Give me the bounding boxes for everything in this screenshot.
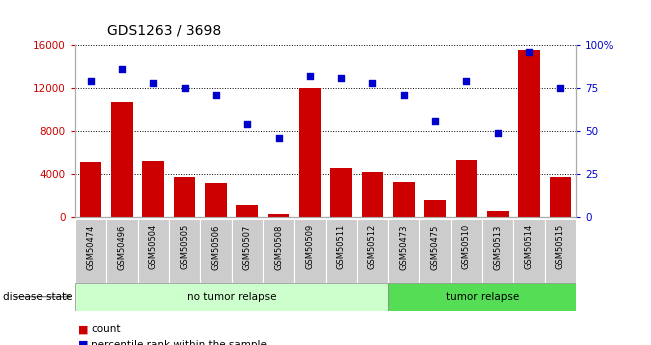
Bar [299,88,321,217]
Point [211,92,221,98]
Bar [487,211,509,217]
Bar [106,219,137,283]
Bar [456,160,477,217]
Bar [268,214,290,217]
Bar [357,219,388,283]
Text: GSM50473: GSM50473 [399,224,408,270]
Point [367,80,378,86]
Text: GSM50512: GSM50512 [368,224,377,269]
Bar [236,206,258,217]
Text: GSM50474: GSM50474 [86,224,95,269]
Bar [111,102,133,217]
Point [398,92,409,98]
Bar [450,219,482,283]
Point [117,66,127,72]
Text: disease state: disease state [3,292,73,302]
Text: tumor relapse: tumor relapse [445,292,519,302]
Text: no tumor relapse: no tumor relapse [187,292,276,302]
Text: GSM50515: GSM50515 [556,224,565,269]
Point [336,75,346,80]
Point [273,135,284,141]
Point [462,78,472,84]
Bar [205,183,227,217]
Text: GDS1263 / 3698: GDS1263 / 3698 [107,24,221,38]
Text: ■: ■ [78,340,89,345]
Bar [545,219,576,283]
Bar [514,219,545,283]
Bar [388,219,419,283]
Text: percentile rank within the sample: percentile rank within the sample [91,340,267,345]
Bar [393,182,415,217]
Point [555,85,566,91]
Point [524,49,534,55]
Text: GSM50510: GSM50510 [462,224,471,269]
Point [148,80,158,86]
Bar [326,219,357,283]
Point [179,85,189,91]
Bar [201,219,232,283]
Bar [232,219,263,283]
Bar [361,172,383,217]
Bar [142,161,164,217]
Text: GSM50514: GSM50514 [525,224,534,269]
Text: GSM50508: GSM50508 [274,224,283,269]
Bar [174,177,195,217]
Bar [169,219,201,283]
Bar [482,219,514,283]
Point [242,121,253,127]
Text: GSM50513: GSM50513 [493,224,503,269]
Text: GSM50475: GSM50475 [431,224,439,269]
Bar [518,50,540,217]
Text: GSM50496: GSM50496 [117,224,126,269]
Point [493,130,503,136]
Text: count: count [91,325,120,334]
Bar [419,219,450,283]
Bar [75,219,106,283]
Point [430,118,440,124]
Text: GSM50504: GSM50504 [148,224,158,269]
Text: GSM50511: GSM50511 [337,224,346,269]
Bar [75,283,388,310]
Bar [424,200,446,217]
Text: GSM50505: GSM50505 [180,224,189,269]
Bar [549,177,572,217]
Text: GSM50507: GSM50507 [243,224,252,269]
Bar [388,283,576,310]
Text: GSM50506: GSM50506 [212,224,220,269]
Text: GSM50509: GSM50509 [305,224,314,269]
Point [305,73,315,79]
Bar [137,219,169,283]
Point [85,78,96,84]
Bar [263,219,294,283]
Bar [79,162,102,217]
Bar [294,219,326,283]
Bar [330,168,352,217]
Text: ■: ■ [78,325,89,334]
